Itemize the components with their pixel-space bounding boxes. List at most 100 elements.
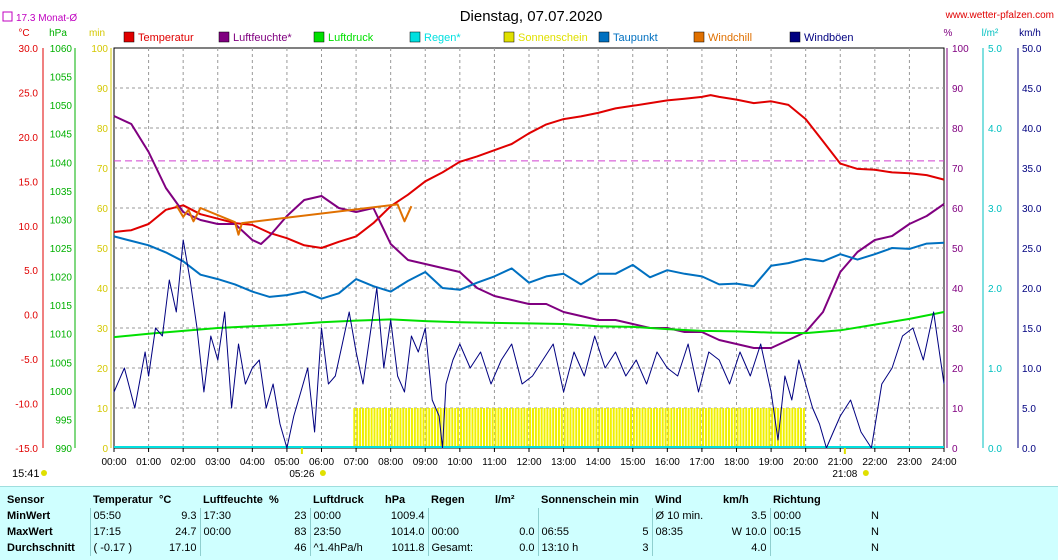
sunshine-bar <box>725 408 728 448</box>
pressure-tick-label: 1000 <box>50 387 73 398</box>
sunshine-bar <box>560 408 563 448</box>
series-line-5 <box>113 239 945 449</box>
sunshine-bar <box>471 408 474 448</box>
sunshine-bar <box>451 408 454 448</box>
sunshine-bar <box>601 408 604 448</box>
x-tick-label: 03:00 <box>205 457 230 468</box>
legend-label-5: Taupunkt <box>613 32 658 44</box>
series-line-2 <box>113 311 945 339</box>
pressure-tick-label: 1030 <box>50 215 73 226</box>
hum-value: 83 <box>294 526 307 538</box>
x-tick-label: 15:00 <box>620 457 645 468</box>
pressure-tick-label: 1050 <box>50 101 73 112</box>
wind-tick-label: 25.0 <box>1022 244 1042 255</box>
wind-value: W 10.0 <box>731 526 767 538</box>
dir-value: N <box>871 542 879 554</box>
sunshine-bar <box>563 408 566 448</box>
sunset-icon <box>862 470 869 476</box>
sunshine-bar <box>385 408 388 448</box>
temp-value: 17.10 <box>168 542 197 554</box>
dir-value: N <box>871 526 879 538</box>
sunshine-bar <box>788 408 791 448</box>
sunshine-bar <box>629 408 632 448</box>
sunshine-bar <box>534 408 537 448</box>
sunshine-bar <box>782 408 785 448</box>
legend-swatch-5 <box>598 31 610 43</box>
sunshine-bar <box>425 408 428 448</box>
pressure-tick-label: 1045 <box>50 130 73 141</box>
header-rain: Regen <box>431 493 465 506</box>
sunshine-bar <box>595 408 598 448</box>
sunshine-bar <box>693 408 696 448</box>
rain-value <box>492 508 538 524</box>
sunshine-bar <box>549 408 552 448</box>
sunshine-bar <box>468 408 471 448</box>
sunshine-bar <box>376 408 379 448</box>
stats-panel: Sensor Temperatur °C Luftfeuchte % Luftd… <box>0 486 1058 560</box>
sunshine-bar <box>684 408 687 448</box>
legend-label-0: Temperatur <box>138 32 194 44</box>
rain-unit-label: l/m² <box>982 28 999 39</box>
sunshine-bar <box>609 408 612 448</box>
site-link[interactable]: www.wetter-pfalzen.com <box>945 10 1054 21</box>
monthly-avg-marker <box>2 11 13 22</box>
x-tick-label: 12:00 <box>516 457 541 468</box>
sunshine-bar <box>514 408 517 448</box>
sunshine-bar <box>802 408 805 448</box>
sunshine-bar <box>488 408 491 448</box>
sunshine-bar <box>690 408 693 448</box>
header-hum: Luftfeuchte <box>203 493 263 506</box>
sunshine-bar <box>359 408 362 448</box>
sunshine-bar <box>696 408 699 448</box>
sun-value: 3 <box>642 542 649 554</box>
sunshine-bar <box>592 408 595 448</box>
sunshine-bar <box>402 408 405 448</box>
sunshine-bar <box>373 408 376 448</box>
sunshine-bar <box>517 408 520 448</box>
sunshine-bar <box>748 408 751 448</box>
pressure-unit-label: hPa <box>49 28 67 39</box>
sunshine-bar <box>739 408 742 448</box>
sunshine-bar <box>413 408 416 448</box>
x-tick-label: 13:00 <box>551 457 576 468</box>
sunshine-bar <box>759 408 762 448</box>
sunshine-bar <box>644 408 647 448</box>
press-time: 00:00 <box>309 508 382 524</box>
humidity-unit-label: % <box>944 28 953 39</box>
legend-swatch-7 <box>789 31 801 43</box>
x-tick-label: 04:00 <box>240 457 265 468</box>
sunshine-bar <box>497 408 500 448</box>
temp-tick-label: 25.0 <box>19 88 39 99</box>
sunshine-bar <box>393 408 396 448</box>
series-line-3 <box>113 235 945 300</box>
x-tick-label: 02:00 <box>171 457 196 468</box>
sunshine-bar <box>751 408 754 448</box>
legend: Temperatur Luftfeuchte* Luftdruck Regen* Son… <box>123 31 854 44</box>
sunshine-bar <box>730 408 733 448</box>
sunshine-bar <box>578 408 581 448</box>
pressure-tick-label: 990 <box>55 444 72 455</box>
sunshine-bar <box>390 408 393 448</box>
x-tick-label: 10:00 <box>447 457 472 468</box>
sunshine-bar <box>618 408 621 448</box>
wind-time: Ø 10 min. <box>651 508 720 524</box>
wind-tick-label: 5.0 <box>1022 404 1036 415</box>
sun-value: 5 <box>642 526 649 538</box>
sunshine-tick-label: 50 <box>97 244 109 255</box>
header-wind: Wind <box>655 493 682 506</box>
sunshine-bar <box>612 408 615 448</box>
legend-swatch-2 <box>313 31 325 43</box>
sunshine-bar <box>800 408 803 448</box>
sunshine-bar <box>771 408 774 448</box>
wind-tick-label: 30.0 <box>1022 204 1042 215</box>
sunshine-bar <box>370 408 373 448</box>
sunshine-bar <box>410 408 413 448</box>
sunshine-bar <box>572 408 575 448</box>
sunshine-bar <box>436 408 439 448</box>
sunshine-bar <box>552 408 555 448</box>
sunshine-bar <box>537 408 540 448</box>
axes: 00:00 01:00 02:00 03:00 04:00 05:00 06:00 07:00… <box>15 28 1042 480</box>
rain-value: 0.0 <box>519 526 535 538</box>
header-wind-unit: km/h <box>723 493 749 506</box>
wind-time: 08:35 <box>651 524 720 540</box>
